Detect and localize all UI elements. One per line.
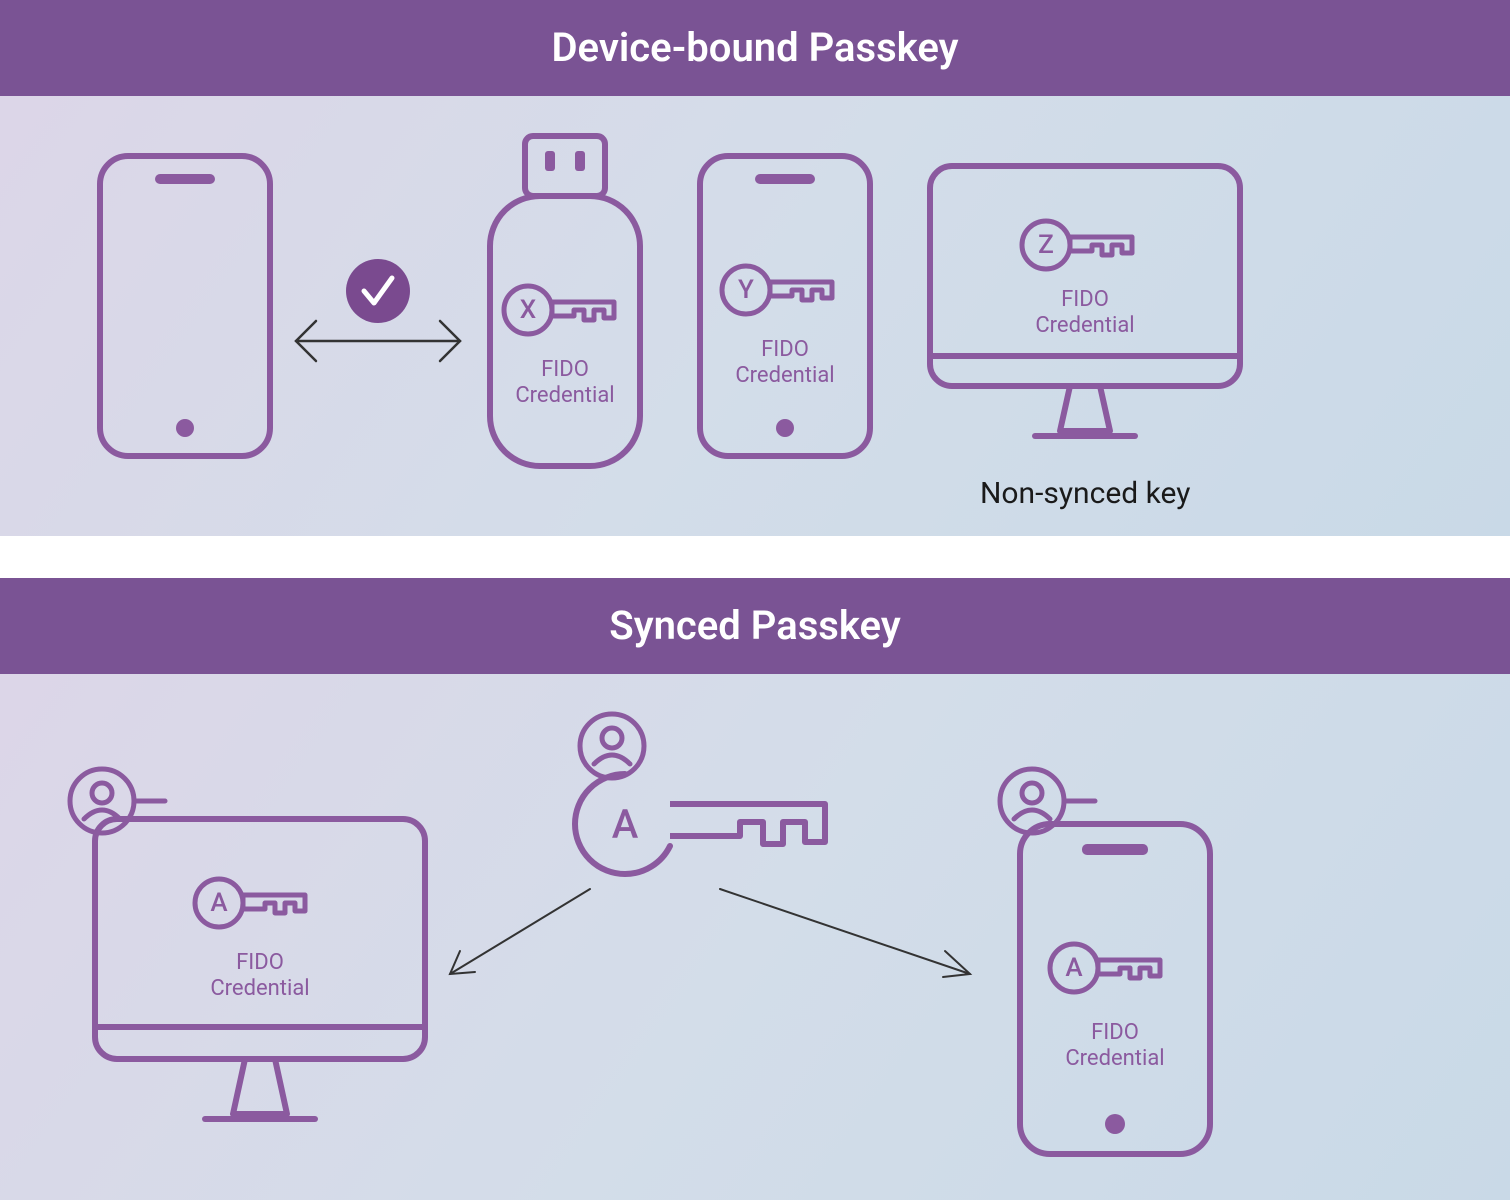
- user-badge-desktop-icon: [70, 769, 165, 833]
- desktop-label1: FIDO: [1061, 287, 1109, 312]
- usb-key-letter: X: [520, 295, 536, 325]
- panel2-header: Synced Passkey: [0, 578, 1510, 674]
- synced-desktop-label2: Credential: [210, 976, 309, 1001]
- panel-device-bound: Device-bound Passkey: [0, 0, 1510, 536]
- panel2-body: A FIDO Credential A: [0, 674, 1510, 1200]
- usb-label1: FIDO: [541, 357, 589, 382]
- panel-synced: Synced Passkey A FIDO Credential: [0, 578, 1510, 1200]
- panel1-title: Device-bound Passkey: [552, 24, 959, 71]
- panel-gap: [0, 536, 1510, 578]
- phone-blank-icon: [100, 156, 270, 456]
- phone-label2: Credential: [735, 363, 834, 388]
- phone-cred-icon: Y FIDO Credential: [700, 156, 870, 456]
- phone-key-letter: Y: [738, 275, 754, 305]
- desktop-label2: Credential: [1035, 313, 1134, 338]
- user-badge-center-icon: [580, 714, 644, 778]
- synced-phone-label1: FIDO: [1091, 1020, 1139, 1045]
- center-key-letter: A: [612, 801, 639, 848]
- usb-label2: Credential: [515, 383, 614, 408]
- synced-phone-icon: A FIDO Credential: [1020, 824, 1210, 1154]
- phone-label1: FIDO: [761, 337, 809, 362]
- double-arrow-icon: [296, 321, 460, 361]
- synced-phone-key-letter: A: [1065, 953, 1083, 983]
- arrow-left-icon: [450, 889, 590, 974]
- checkmark-badge-icon: [346, 259, 410, 323]
- panel2-title: Synced Passkey: [609, 602, 900, 649]
- panel1-body: X FIDO Credential Y FIDO Credential: [0, 96, 1510, 536]
- synced-desktop-label1: FIDO: [236, 950, 284, 975]
- usb-key-icon: X FIDO Credential: [490, 136, 640, 466]
- arrow-right-icon: [720, 889, 970, 977]
- synced-desktop-icon: A FIDO Credential: [95, 819, 425, 1119]
- center-key-icon: A: [575, 774, 825, 874]
- panel1-header: Device-bound Passkey: [0, 0, 1510, 96]
- desktop-cred-icon: Z FIDO Credential: [930, 166, 1240, 436]
- panel1-caption: Non-synced key: [980, 476, 1190, 511]
- synced-phone-label2: Credential: [1065, 1046, 1164, 1071]
- desktop-key-letter: Z: [1038, 230, 1054, 260]
- synced-desktop-key-letter: A: [210, 888, 228, 918]
